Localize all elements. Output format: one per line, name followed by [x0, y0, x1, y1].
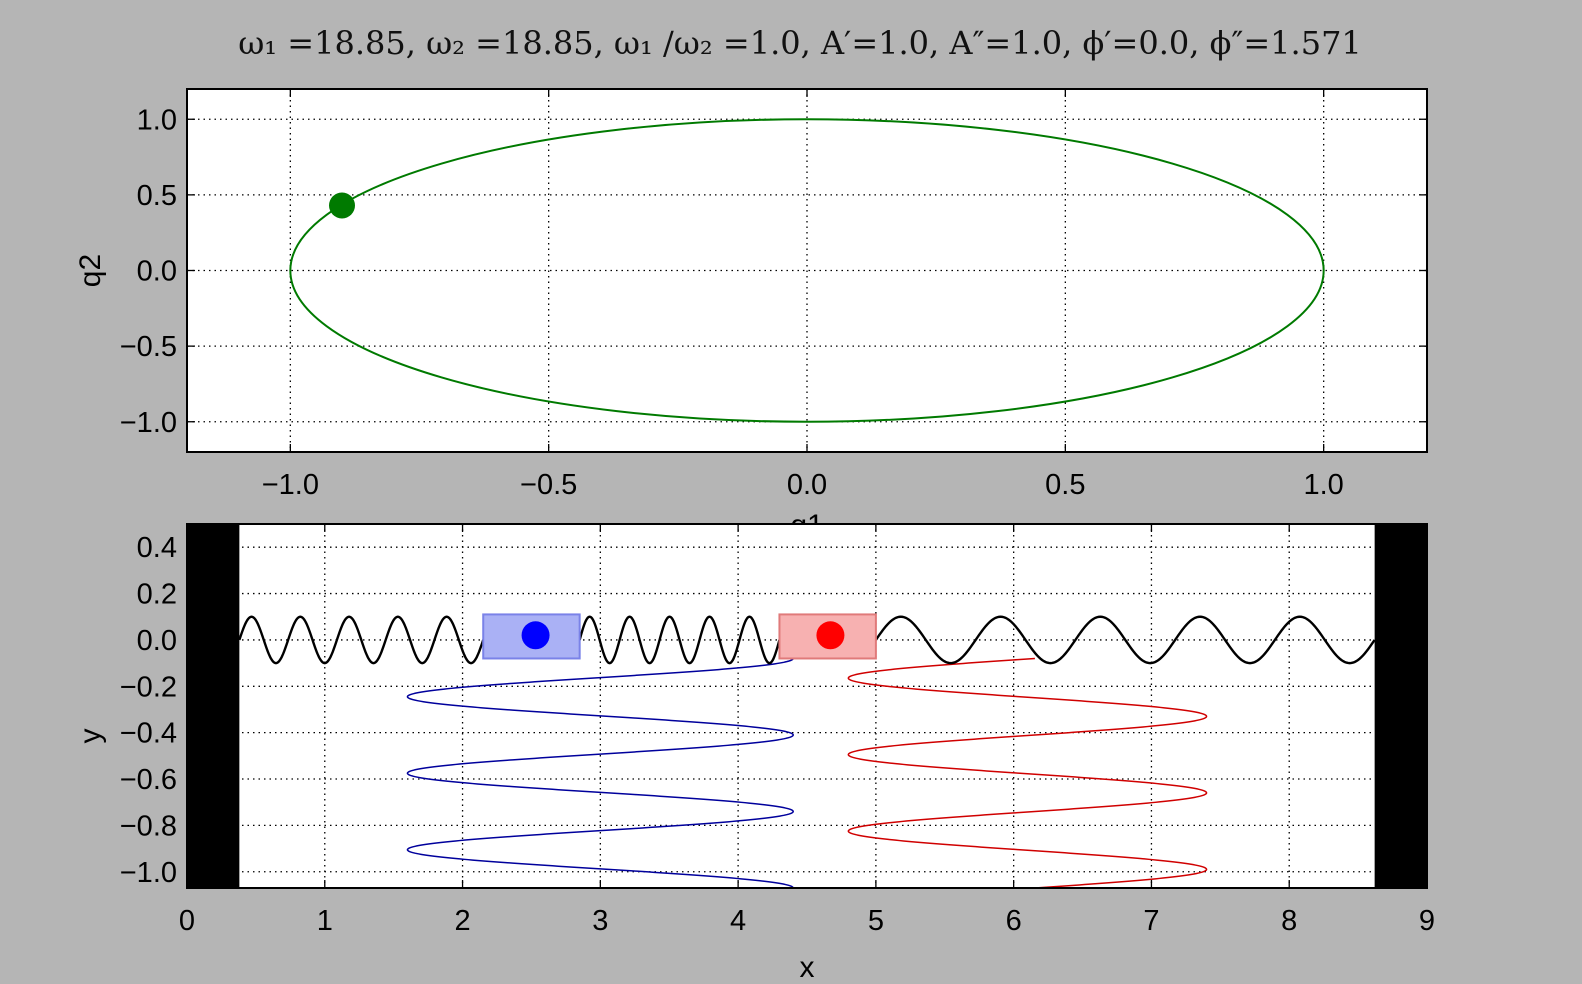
osc-ytick-label: 0.2 — [137, 579, 177, 611]
osc-ylabel: y — [74, 729, 107, 744]
osc-mass-marker-2 — [816, 621, 845, 650]
osc-spring-3 — [874, 615, 1376, 665]
osc-trace-2 — [847, 657, 1208, 889]
osc-frame — [186, 523, 1428, 889]
osc-xtick-label: 4 — [730, 905, 746, 937]
osc-ytick-label: −0.2 — [120, 671, 177, 703]
oscillator-plot: 0 1 2 3 4 5 6 7 8 9 0.4 0.2 0.0 −0.2 −0.4 −0.6 −0.8 −1.0 x… — [74, 523, 1435, 984]
osc-plot-area — [187, 524, 1427, 888]
phase-ytick-label: 0.0 — [137, 256, 177, 288]
phase-ytick-label: 1.0 — [137, 104, 177, 136]
osc-spring-2 — [578, 615, 781, 665]
osc-wall-2 — [1374, 524, 1427, 888]
phase-trajectory — [289, 118, 1325, 423]
phase-ylabel: q2 — [74, 254, 107, 287]
phase-ytick-label: 0.5 — [137, 180, 177, 212]
phase-ytick-label: −0.5 — [120, 331, 177, 363]
phase-xtick-label: 1.0 — [1304, 469, 1344, 501]
osc-ytick-label: −1.0 — [120, 857, 177, 889]
osc-spring-1 — [238, 615, 485, 665]
osc-xtick-label: 8 — [1281, 905, 1297, 937]
osc-ytick-label: −0.8 — [120, 810, 177, 842]
phase-marker — [329, 192, 355, 219]
osc-xtick-label: 0 — [179, 905, 195, 937]
osc-xtick-label: 2 — [454, 905, 470, 937]
phase-xtick-label: −1.0 — [262, 469, 319, 501]
phase-plot: −1.0−0.50.00.51.0−1.0−0.50.00.51.0q1q2 — [74, 88, 1428, 542]
figure-title: ω₁ =18.85, ω₂ =18.85, ω₁ /ω₂ =1.0, A′=1.… — [238, 24, 1362, 62]
osc-xtick-label: 5 — [868, 905, 884, 937]
osc-xtick-label: 7 — [1143, 905, 1159, 937]
osc-xtick-label: 1 — [317, 905, 333, 937]
osc-xlabel: x — [800, 951, 815, 984]
phase-xtick-label: 0.5 — [1045, 469, 1085, 501]
osc-wall-1 — [187, 524, 240, 888]
osc-xtick-label: 3 — [592, 905, 608, 937]
phase-xtick-label: 0.0 — [787, 469, 827, 501]
osc-trace-1 — [406, 658, 794, 889]
osc-ytick-label: 0.4 — [137, 532, 177, 564]
osc-ytick-label: −0.4 — [120, 718, 177, 750]
phase-xtick-label: −0.5 — [520, 469, 577, 501]
osc-xtick-label: 6 — [1006, 905, 1022, 937]
osc-mass-marker-1 — [521, 621, 550, 650]
osc-ytick-label: 0.0 — [137, 625, 177, 657]
osc-ytick-label: −0.6 — [120, 764, 177, 796]
phase-ytick-label: −1.0 — [120, 407, 177, 439]
osc-xtick-label: 9 — [1419, 905, 1435, 937]
